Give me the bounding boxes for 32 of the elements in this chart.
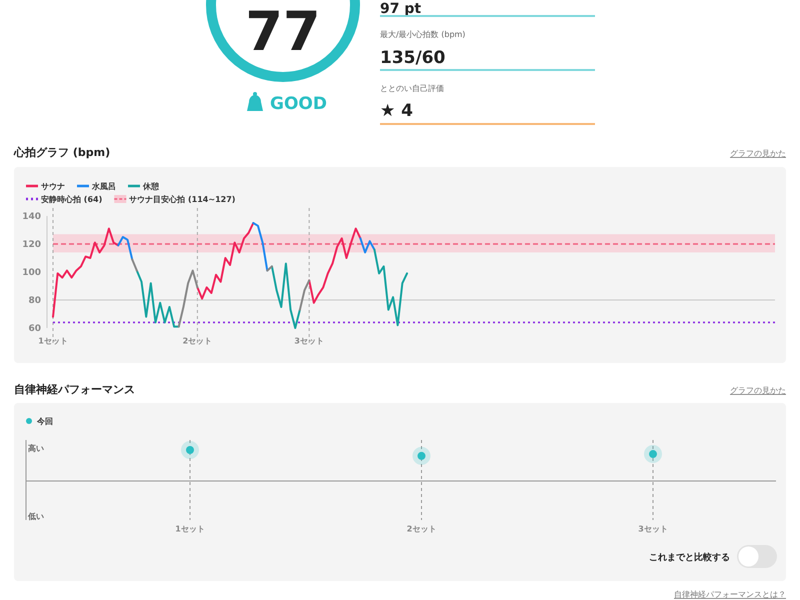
x-tick-label: 1セット <box>38 336 68 346</box>
text: ととのい自己評価 <box>380 84 444 93</box>
text: これまでと比較する <box>649 552 730 563</box>
legend-label: 安静時心拍 (64) <box>41 194 102 204</box>
text: 135/60 <box>380 48 446 68</box>
annotation: 高い <box>28 443 44 453</box>
legend-label: 今回 <box>36 417 53 426</box>
legend-label: サウナ <box>41 182 65 191</box>
text: 77 <box>245 0 321 63</box>
text: GOOD <box>270 94 327 114</box>
x-tick-label: 3セット <box>294 336 324 346</box>
chart-title: 心拍グラフ (bpm) <box>13 146 110 159</box>
text: 97 pt <box>380 1 422 17</box>
x-tick-label: 2セット <box>182 336 212 346</box>
text: グラフの見かた <box>730 386 786 395</box>
legend-label: サウナ目安心拍 (114~127) <box>129 194 236 204</box>
y-tick-label: 140 <box>22 212 41 222</box>
x-tick-label: 1セット <box>175 524 205 534</box>
text: ★ 4 <box>380 101 414 121</box>
y-tick-label: 100 <box>22 268 41 278</box>
text: 最大/最小心拍数 (bpm) <box>380 30 466 39</box>
text: グラフの見かた <box>730 149 786 158</box>
y-tick-label: 80 <box>28 296 41 306</box>
y-tick-label: 120 <box>22 240 41 250</box>
text: 自律神経パフォーマンスとは？ <box>674 590 786 599</box>
legend-label: 休憩 <box>142 182 160 191</box>
x-tick-label: 2セット <box>406 524 436 534</box>
x-tick-label: 3セット <box>638 524 668 534</box>
y-tick-label: 60 <box>28 324 41 334</box>
legend-label: 水風呂 <box>91 182 116 191</box>
text: 低い <box>27 512 44 521</box>
chart-title: 自律神経パフォーマンス <box>14 383 135 396</box>
